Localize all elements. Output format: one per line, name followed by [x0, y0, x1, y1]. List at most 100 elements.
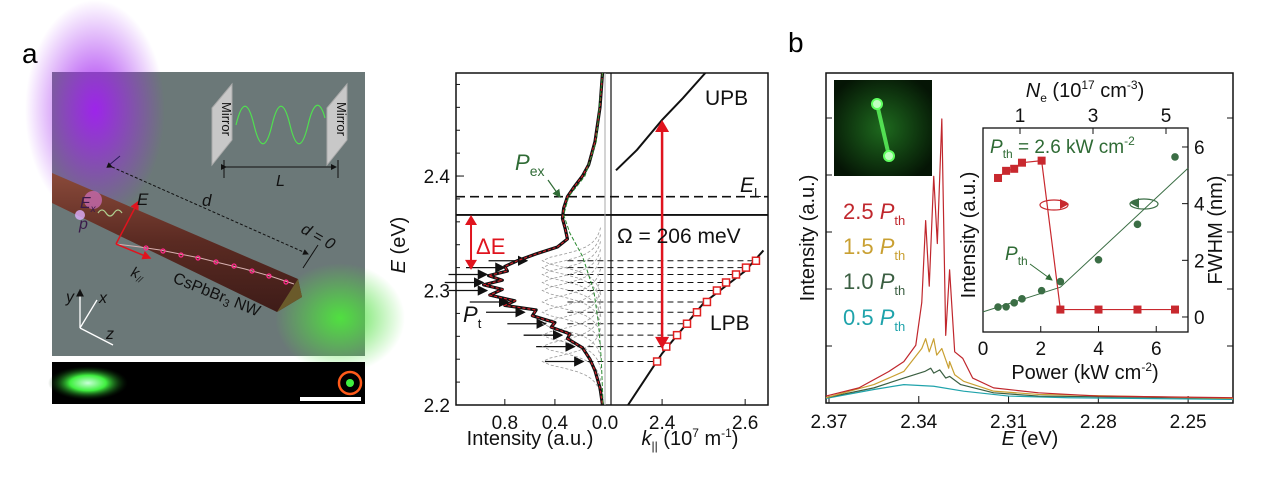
mode-fit-curve: [541, 312, 602, 382]
emission-glow: [275, 263, 405, 373]
emission-image: [48, 362, 365, 404]
lpb-data-point: [682, 319, 692, 328]
mode-fit-curve: [541, 256, 602, 325]
left-x-tick-label: 0.4: [542, 413, 569, 434]
rabi-arrow-head-down: [655, 336, 670, 349]
x-tick-label: 2: [1035, 339, 1046, 360]
nanowire-schematic: Ex p E k// CsPbBr3 NW d d = 0 Mirror Mir…: [25, 0, 405, 373]
intensity-point: [1171, 305, 1180, 314]
x-tick-label: 4: [1093, 339, 1104, 360]
excitation-spot: [48, 366, 128, 400]
p-ex-fit: [563, 72, 604, 406]
lpb-data-point: [672, 330, 682, 340]
right-y-tick-label: 4: [1194, 195, 1205, 216]
fwhm-point: [1018, 295, 1026, 303]
intensity-point: [1002, 166, 1011, 175]
right-y-tick-label: 6: [1194, 138, 1205, 159]
scale-bar: [300, 397, 361, 401]
mirror-left: [211, 82, 233, 167]
fwhm-point: [1056, 277, 1065, 286]
mode-fit-curve: [541, 267, 602, 337]
fwhm-point: [1010, 299, 1018, 307]
mode-fit-curve: [541, 226, 602, 296]
pth-annotation: Pth: [1005, 244, 1028, 268]
top-tick-label: 5: [1161, 106, 1172, 127]
legend-2-5: 2.5 Pth: [843, 199, 905, 228]
rabi-arrow-head-up: [655, 119, 670, 132]
axis-z-label: z: [105, 326, 114, 343]
label-e: E: [137, 190, 149, 209]
d-end-tick: [302, 244, 319, 269]
photon-icon: [75, 210, 85, 220]
spectra-frame: [825, 72, 1234, 404]
y-axis-label: E (eV): [388, 217, 410, 274]
left-x-tick-label: 0.0: [592, 413, 618, 434]
lpb-data-point: [721, 278, 731, 287]
p-ex-label: Pex: [515, 150, 544, 179]
fwhm-point: [1037, 286, 1046, 295]
axis-y-label: y: [65, 289, 75, 306]
legend-0-5: 0.5 Pth: [843, 305, 905, 334]
pl-spectrum-fit: [483, 72, 604, 406]
lpb-label: LPB: [710, 312, 750, 335]
mode-fit-curve: [541, 300, 602, 370]
right-x-axis-label: k|| (107 m-1): [642, 426, 739, 453]
p-t-label: Pt: [463, 302, 482, 331]
nanowire-end-facet: [277, 279, 302, 312]
end-highlight-circle: [337, 370, 363, 396]
left-x-axis-label: Intensity (a.u.): [467, 428, 594, 450]
pth-pointer: [1029, 263, 1053, 281]
mirror-left-label: Mirror: [219, 102, 234, 137]
label-k: k//: [128, 264, 147, 286]
left-arrow-icon: [1130, 198, 1139, 208]
fwhm-point: [1094, 255, 1103, 264]
label-ex: Ex: [80, 195, 97, 215]
excitation-beam: [25, 0, 165, 220]
x-axis-label: E (eV): [1002, 428, 1059, 450]
d-arrow: [106, 162, 309, 255]
intensity-point: [1133, 305, 1142, 314]
mode-fit-curve: [541, 233, 602, 303]
lpb-data-point: [741, 263, 751, 272]
intensity-point: [1094, 305, 1103, 314]
upb-curve: [615, 72, 707, 172]
inset-frame: [982, 127, 1189, 333]
exciton-icon: [84, 191, 102, 209]
x-tick-label: 2.37: [811, 412, 848, 433]
intensity-axis-indicator: [1039, 199, 1069, 211]
x-tick-label: 0: [978, 339, 989, 360]
right-y-tick-label: 0: [1194, 308, 1205, 329]
intensity-point: [1037, 156, 1046, 165]
right-y-axis-label: FWHM (nm): [1205, 176, 1227, 285]
fwhm-point: [1133, 220, 1142, 229]
intensity-point: [994, 173, 1003, 182]
fwhm-fit-line: [982, 167, 1189, 313]
lpb-data-point: [751, 256, 761, 266]
lpb-data-point: [702, 297, 712, 307]
fwhm-axis-indicator: [1129, 198, 1159, 210]
end-emission-spot: [346, 379, 354, 387]
intensity-point: [1017, 158, 1026, 167]
photo-end-spot: [883, 150, 895, 162]
dispersion-frame: [455, 72, 769, 406]
x-tick-label: 2.28: [1080, 412, 1117, 433]
mirror-right-label: Mirror: [334, 102, 349, 137]
delta-e-arrow-head-up: [465, 214, 478, 225]
spectrum-1-5: [825, 338, 1234, 399]
right-x-tick-label: 2.4: [649, 413, 676, 434]
label-l: L: [276, 173, 285, 190]
lpb-data-point: [731, 270, 741, 279]
label-d: d: [202, 191, 212, 210]
y-axis-label: Intensity (a.u.): [797, 175, 819, 302]
dispersion-chart: 2.2 2.3 2.4 0.8 0.4 0.0 2.4 2.6 E (eV) Intensity …: [388, 72, 769, 453]
e-l-label: EL: [740, 174, 761, 200]
mode-fit-curve: [541, 327, 602, 396]
y-tick-label: 2.4: [424, 167, 451, 188]
panel-label-b: b: [788, 27, 804, 58]
fwhm-point: [1171, 153, 1179, 161]
axis-x-label: x: [98, 290, 108, 307]
power-dependence-inset: 0 2 4 6 0 2 4 6 1 3 5 Ne (1017 cm-3) Power (kW cm-2)…: [958, 78, 1227, 384]
photo-end-spot: [871, 98, 883, 110]
intensity-point: [1010, 164, 1019, 173]
